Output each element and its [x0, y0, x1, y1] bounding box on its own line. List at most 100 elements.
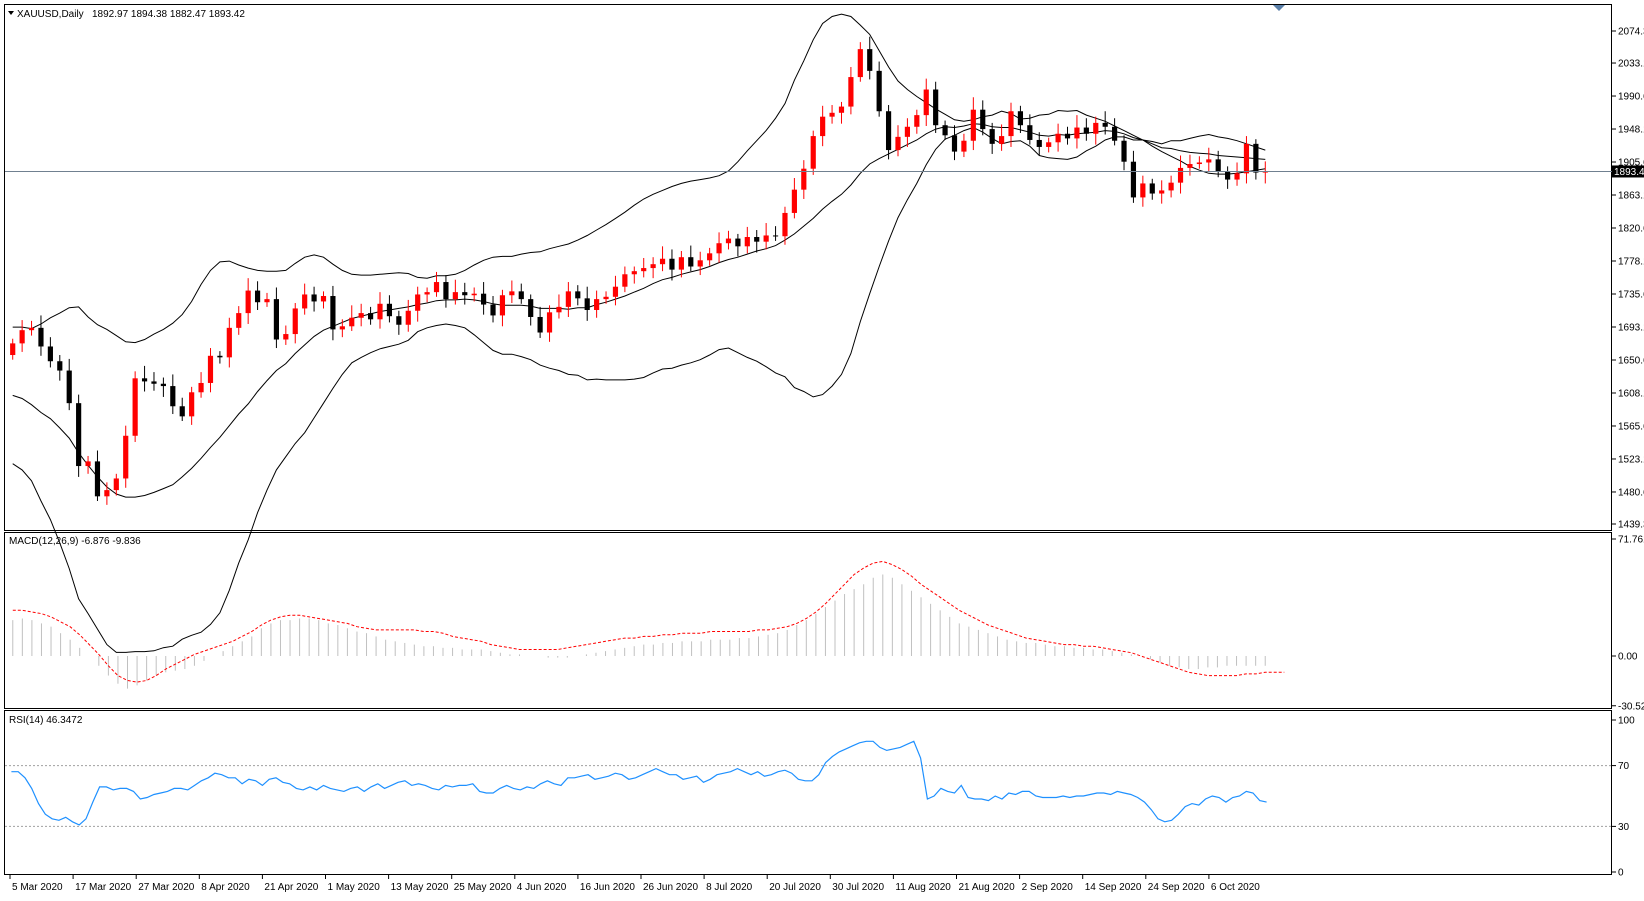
candle[interactable]: [876, 61, 882, 117]
candle[interactable]: [707, 247, 713, 266]
candle[interactable]: [226, 317, 232, 368]
candle[interactable]: [980, 100, 986, 136]
price-panel[interactable]: [4, 4, 1612, 531]
candle[interactable]: [57, 355, 63, 381]
candle[interactable]: [1046, 137, 1052, 153]
candle[interactable]: [735, 233, 741, 257]
candle[interactable]: [801, 160, 807, 199]
candle[interactable]: [1064, 126, 1071, 145]
candle[interactable]: [19, 320, 25, 352]
candle[interactable]: [1112, 118, 1118, 146]
scroll-marker-icon[interactable]: [1273, 5, 1285, 11]
candle[interactable]: [885, 105, 892, 160]
candle[interactable]: [217, 351, 223, 364]
candle[interactable]: [697, 251, 703, 276]
candle[interactable]: [123, 425, 129, 488]
candle[interactable]: [47, 337, 53, 368]
candle[interactable]: [1093, 116, 1099, 145]
candle[interactable]: [170, 374, 176, 415]
candle[interactable]: [904, 118, 911, 147]
candle[interactable]: [28, 320, 35, 336]
candle[interactable]: [1102, 111, 1108, 135]
candle[interactable]: [678, 250, 684, 278]
candle[interactable]: [942, 120, 948, 140]
candle[interactable]: [358, 303, 364, 327]
candle[interactable]: [848, 66, 854, 115]
candle[interactable]: [1017, 105, 1024, 133]
candle[interactable]: [1159, 180, 1165, 204]
candle[interactable]: [933, 81, 939, 133]
candle[interactable]: [537, 306, 543, 338]
candle[interactable]: [641, 257, 647, 278]
rsi-panel[interactable]: [4, 710, 1612, 875]
candle[interactable]: [1149, 178, 1155, 200]
candle[interactable]: [1262, 161, 1268, 184]
candle[interactable]: [198, 372, 204, 398]
candle[interactable]: [443, 275, 449, 308]
candle[interactable]: [207, 348, 214, 393]
candle[interactable]: [179, 397, 185, 422]
candle[interactable]: [1008, 102, 1014, 147]
candle[interactable]: [433, 271, 440, 297]
candle[interactable]: [1253, 139, 1259, 180]
candle[interactable]: [867, 36, 873, 80]
macd-panel[interactable]: [4, 532, 1612, 709]
candle[interactable]: [688, 245, 694, 272]
candle[interactable]: [829, 105, 835, 124]
candle[interactable]: [386, 295, 393, 323]
candle[interactable]: [367, 306, 374, 325]
candle[interactable]: [283, 325, 289, 345]
candle[interactable]: [961, 133, 967, 158]
candle[interactable]: [528, 294, 534, 326]
candle[interactable]: [499, 289, 506, 327]
candle[interactable]: [236, 306, 242, 335]
candle[interactable]: [462, 282, 468, 305]
candle[interactable]: [405, 299, 411, 332]
candle[interactable]: [914, 109, 920, 134]
collapse-arrow-icon[interactable]: [8, 11, 14, 15]
candle[interactable]: [612, 275, 619, 306]
candle[interactable]: [189, 386, 195, 425]
candle[interactable]: [273, 287, 280, 349]
candle[interactable]: [245, 278, 251, 324]
candle[interactable]: [141, 365, 148, 392]
candle[interactable]: [650, 257, 656, 279]
candle[interactable]: [556, 294, 562, 319]
candle[interactable]: [584, 286, 590, 321]
candle[interactable]: [302, 283, 308, 315]
candle[interactable]: [66, 358, 72, 411]
candle[interactable]: [264, 292, 270, 307]
candle[interactable]: [320, 291, 327, 309]
candle[interactable]: [1187, 154, 1193, 176]
candle[interactable]: [481, 282, 487, 315]
candle[interactable]: [471, 287, 477, 302]
candle[interactable]: [490, 296, 496, 323]
candle[interactable]: [669, 249, 675, 281]
candle[interactable]: [970, 97, 976, 151]
candle[interactable]: [763, 223, 769, 250]
candle[interactable]: [292, 303, 298, 344]
candle[interactable]: [631, 266, 637, 284]
candle[interactable]: [565, 282, 571, 317]
candle[interactable]: [509, 280, 515, 304]
candle[interactable]: [895, 125, 901, 157]
candle[interactable]: [104, 482, 110, 505]
candle[interactable]: [254, 281, 261, 310]
candle[interactable]: [94, 450, 101, 501]
candle[interactable]: [603, 291, 609, 304]
candle[interactable]: [349, 305, 355, 331]
candle[interactable]: [1121, 135, 1127, 171]
candle[interactable]: [1055, 123, 1061, 152]
candle[interactable]: [1130, 150, 1137, 203]
candle[interactable]: [1234, 162, 1240, 186]
candle[interactable]: [998, 124, 1005, 151]
candle[interactable]: [151, 372, 157, 391]
candle[interactable]: [85, 455, 91, 474]
candle[interactable]: [546, 305, 553, 342]
candle[interactable]: [415, 286, 421, 322]
candle[interactable]: [754, 230, 760, 253]
candle[interactable]: [782, 206, 788, 245]
candle[interactable]: [38, 315, 44, 356]
candle[interactable]: [132, 371, 138, 442]
